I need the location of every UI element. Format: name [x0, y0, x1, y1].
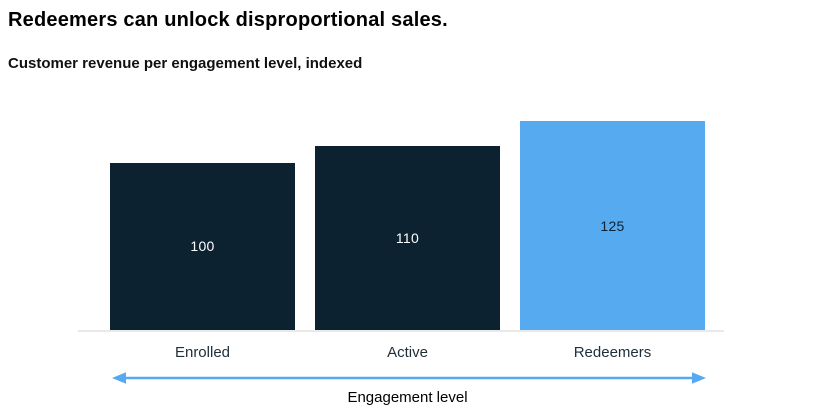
bar-active: 110: [315, 146, 500, 330]
x-axis-baseline: [78, 330, 724, 332]
category-label-redeemers: Redeemers: [573, 344, 652, 361]
bar-value-label: 100: [190, 238, 215, 255]
x-axis-category-labels: Enrolled Active Redeemers: [110, 344, 705, 361]
x-axis-range-arrow: [112, 372, 706, 384]
bar-plot: 100 110 125: [110, 121, 705, 330]
bar-value-label: 125: [600, 217, 625, 234]
bar-enrolled: 100: [110, 162, 295, 330]
chart-title: Redeemers can unlock disproportional sal…: [8, 9, 448, 31]
category-label-enrolled: Enrolled: [174, 344, 231, 361]
arrow-right-head: [692, 372, 706, 384]
chart-subtitle: Customer revenue per engagement level, i…: [8, 55, 363, 72]
arrow-left-head: [112, 372, 126, 384]
x-axis-label: Engagement level: [347, 389, 468, 406]
bar-value-label: 110: [395, 230, 420, 247]
bar-redeemers: 125: [520, 121, 705, 330]
category-label-active: Active: [387, 344, 428, 361]
